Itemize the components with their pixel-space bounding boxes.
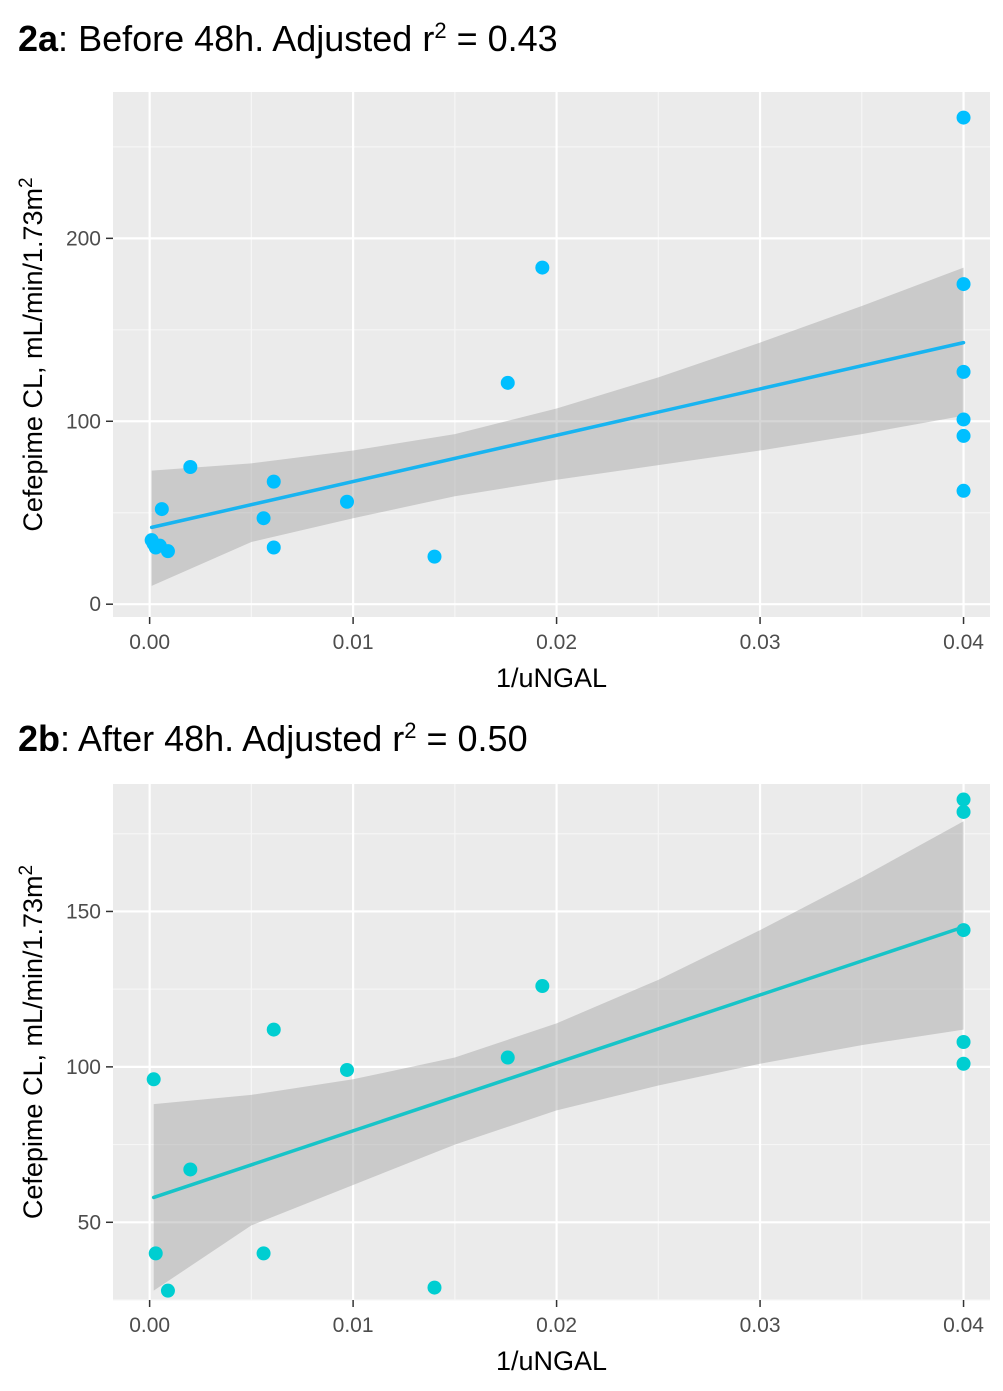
panel-2b-label: 2b [18,718,61,759]
chart-2a-xtick-label: 0.03 [740,631,781,654]
panel-2b: 2b: After 48h. Adjusted r2 = 0.50 0.00 0.… [0,700,1003,1391]
chart-2b-data-point [160,1283,175,1298]
chart-2a-data-point [266,540,281,555]
chart-2b-data-point [148,1246,163,1261]
chart-2a-regression-line [149,340,966,530]
chart-2b-data-point [500,1050,515,1065]
panel-2a-title-text: Before 48h. Adjusted r [78,18,435,59]
chart-2b-confidence-band [153,821,964,1291]
panel-2a-title: 2a: Before 48h. Adjusted r2 = 0.43 [18,18,558,59]
panel-2b-title-text: After 48h. Adjusted r [78,718,405,759]
panel-2a-title-value: = 0.43 [446,18,558,59]
chart-2b-data-point [956,792,971,807]
chart-2b-data-point [956,804,971,819]
chart-2a-data-point [256,511,271,526]
chart-2a-y-axis-title-superscript: 2 [16,177,37,188]
chart-2b-regression-line [151,925,966,1200]
chart-2b: 0.00 0.01 0.02 0.03 0.04 50 100 150 1/uNGAL Cefep… [16,784,990,1376]
panel-2b-title: 2b: After 48h. Adjusted r2 = 0.50 [18,718,528,759]
chart-2a-data-point [956,428,971,443]
chart-2b-xtick-label: 0.02 [536,1314,577,1337]
chart-2b-y-axis-title: Cefepime CL, mL/min/1.73m2 [16,865,48,1219]
chart-2b-ytick-label: 100 [66,1056,101,1079]
panel-2b-title-superscript: 2 [404,718,417,743]
chart-2a-xtick-label: 0.01 [333,631,374,654]
chart-2b-xtick-label: 0.04 [943,1314,984,1337]
chart-2a-data-point [956,277,971,292]
chart-2a-data-point [427,549,442,564]
chart-2a-plot-background [113,92,990,617]
chart-2b-data-point [956,1056,971,1071]
chart-2a-data-point [956,364,971,379]
chart-2a-data-point [266,474,281,489]
chart-2a-confidence-band [151,267,964,586]
chart-2a-xtick-label: 0.02 [536,631,577,654]
chart-2a-xtick-label: 0.04 [943,631,984,654]
chart-2b-ytick-label: 150 [66,900,101,923]
chart-2a-ytick-label: 200 [66,227,101,250]
chart-2b-data-point [146,1072,161,1087]
chart-2b-data-point [266,1022,281,1037]
chart-2b-xtick-label: 0.01 [333,1314,374,1337]
chart-2a-ytick-label: 0 [89,593,101,616]
chart-2a-x-axis-title: 1/uNGAL [496,663,607,690]
chart-2a-data-point [956,412,971,427]
panel-2a-label: 2a [18,18,59,59]
chart-2b-data-point [183,1162,198,1177]
chart-2b-x-axis-title: 1/uNGAL [496,1346,607,1376]
chart-2a-data-point [956,483,971,498]
chart-2a-data-point [956,110,971,125]
chart-2a-data-point [500,375,515,390]
chart-2b-data-point [427,1280,442,1295]
chart-2a-data-point [535,260,550,275]
chart-2a-data-point [340,494,355,509]
panel-2b-title-value: = 0.50 [416,718,528,759]
chart-2b-plot-background [113,784,990,1300]
panel-2a: 2a: Before 48h. Adjusted r2 = 0.43 0.00 0… [0,0,1003,690]
panel-2a-title-superscript: 2 [434,18,447,43]
chart-2a-ytick-label: 100 [66,410,101,433]
chart-2b-y-axis-title-superscript: 2 [16,865,37,876]
chart-2a-data-point [154,502,169,517]
chart-2b-data-point [340,1062,355,1077]
chart-2a-xtick-label: 0.00 [129,631,170,654]
chart-2b-data-point [535,979,550,994]
chart-2b-data-point [956,1035,971,1049]
chart-2b-xtick-label: 0.03 [740,1314,781,1337]
chart-2a-data-point [160,544,175,559]
chart-2b-data-point [256,1246,271,1261]
chart-2a-y-axis-title: Cefepime CL, mL/min/1.73m2 [16,177,48,531]
chart-2b-xtick-label: 0.00 [129,1314,170,1337]
chart-2a: 0.00 0.01 0.02 0.03 0.04 0 100 200 1/uNGAL Cefepi… [16,92,990,690]
chart-2b-ytick-label: 50 [78,1211,101,1234]
chart-2a-data-point [183,460,198,474]
